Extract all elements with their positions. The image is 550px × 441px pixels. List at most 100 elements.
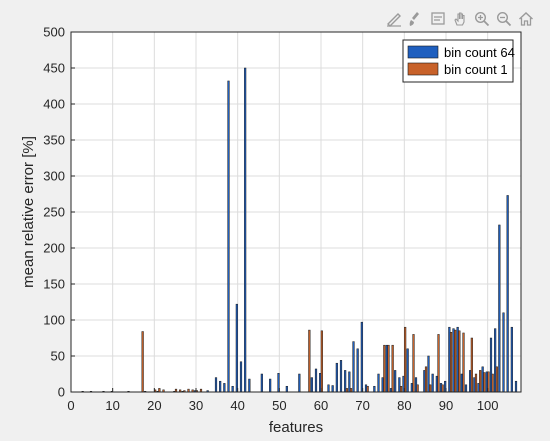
bar-bin-count-64 xyxy=(498,224,501,393)
brush-icon[interactable] xyxy=(406,9,426,29)
bar-bin-count-64 xyxy=(385,344,388,393)
y-tick-label: 500 xyxy=(43,25,65,40)
x-tick-label: 100 xyxy=(477,398,499,413)
bar-bin-count-64 xyxy=(327,384,330,393)
bar-bin-count-1 xyxy=(391,344,394,393)
bar-bin-count-1 xyxy=(449,331,453,393)
y-tick-label: 50 xyxy=(51,349,65,364)
bar-bin-count-64 xyxy=(239,361,243,393)
y-tick-label: 400 xyxy=(43,97,65,112)
legend[interactable]: bin count 64 bin count 1 xyxy=(402,39,515,83)
bar-bin-count-64 xyxy=(348,371,351,393)
bar-bin-count-1 xyxy=(366,385,369,393)
bar-bin-count-1 xyxy=(345,388,348,393)
bar-bin-count-64 xyxy=(435,375,438,393)
bar-bin-count-1 xyxy=(158,388,161,393)
bar-bin-count-64 xyxy=(344,370,347,393)
x-tick-label: 60 xyxy=(314,398,328,413)
bar-bin-count-1 xyxy=(470,337,473,393)
bar-bin-count-64 xyxy=(423,370,426,393)
bar-bin-count-1 xyxy=(495,366,498,393)
bar-bin-count-64 xyxy=(310,377,313,393)
axes-toolbar xyxy=(384,8,536,30)
bar-bin-count-1 xyxy=(141,331,144,393)
x-axis-label: features xyxy=(269,419,323,436)
x-tick-label: 80 xyxy=(397,398,411,413)
x-tick-label: 90 xyxy=(439,398,453,413)
bar-bin-count-64 xyxy=(235,303,238,393)
bar-bin-count-64 xyxy=(219,380,222,393)
bar-bin-count-64 xyxy=(456,326,459,393)
bar-bin-count-1 xyxy=(399,385,403,393)
bar-bin-count-64 xyxy=(298,373,301,393)
x-tick-label: 40 xyxy=(230,398,244,413)
bar-bin-count-1 xyxy=(454,329,457,393)
bar-bin-count-64 xyxy=(469,370,472,393)
legend-entry-label: bin count 1 xyxy=(444,62,508,77)
bar-bin-count-64 xyxy=(510,326,513,393)
bar-bin-count-64 xyxy=(406,348,409,393)
bar-bin-count-64 xyxy=(481,366,484,393)
bar-bin-count-64 xyxy=(494,328,497,393)
bar-bin-count-64 xyxy=(285,385,288,393)
home-icon[interactable] xyxy=(516,9,536,29)
bar-bin-count-1 xyxy=(441,384,444,393)
bar-bin-count-1 xyxy=(412,334,415,393)
bar-bin-count-1 xyxy=(483,372,486,393)
bar-bin-count-1 xyxy=(429,384,432,393)
bar-bin-count-64 xyxy=(381,377,384,393)
bar-bin-count-64 xyxy=(360,321,363,393)
pan-hand-icon[interactable] xyxy=(450,9,470,29)
bar-bin-count-64 xyxy=(260,373,263,393)
bar-bin-count-64 xyxy=(214,377,218,393)
bar-bin-count-64 xyxy=(464,384,468,393)
bar-bin-count-64 xyxy=(377,373,380,393)
bar-bin-count-64 xyxy=(410,383,413,393)
bar-bin-count-64 xyxy=(356,348,359,393)
edit-plot-icon[interactable] xyxy=(384,9,404,29)
bar-bin-count-64 xyxy=(314,368,318,393)
bar-bin-count-64 xyxy=(460,373,463,393)
zoom-out-icon[interactable] xyxy=(494,9,514,29)
bar-bin-count-64 xyxy=(227,80,230,393)
bar-bin-count-64 xyxy=(431,373,434,393)
legend-entry-label: bin count 64 xyxy=(444,45,515,60)
x-tick-label: 70 xyxy=(355,398,369,413)
x-tick-label: 50 xyxy=(272,398,286,413)
y-axis-label: mean relative error [%] xyxy=(20,136,37,288)
y-tick-label: 100 xyxy=(43,313,65,328)
bar-bin-count-64 xyxy=(269,378,272,393)
bar-bin-count-1 xyxy=(320,330,323,393)
bar-bin-count-1 xyxy=(462,332,465,393)
bar-bin-count-64 xyxy=(514,380,518,393)
bar-bin-count-1 xyxy=(437,334,440,393)
bar-bin-count-64 xyxy=(248,378,251,393)
bar-bin-count-64 xyxy=(394,370,397,393)
zoom-in-icon[interactable] xyxy=(472,9,492,29)
data-tips-icon[interactable] xyxy=(428,9,448,29)
y-tick-label: 0 xyxy=(58,385,65,400)
bar-bin-count-64 xyxy=(223,383,226,393)
bar-bin-count-1 xyxy=(424,366,428,393)
legend-swatch xyxy=(407,62,439,76)
legend-swatch xyxy=(407,45,439,59)
y-tick-label: 200 xyxy=(43,241,65,256)
bar-bin-count-64 xyxy=(244,67,247,393)
bar-bin-count-64 xyxy=(373,385,376,393)
bar-bin-count-1 xyxy=(416,384,419,393)
bar-bin-count-64 xyxy=(339,360,343,393)
axis-ticks: 0 10 20 30 40 50 60 70 80 90 100 0 50 100 150 200 250 300… xyxy=(43,25,498,414)
x-tick-label: 10 xyxy=(105,398,119,413)
bar-bin-count-1 xyxy=(308,329,311,393)
bar-bin-count-64 xyxy=(448,326,451,393)
x-tick-label: 20 xyxy=(147,398,161,413)
bars xyxy=(81,67,518,393)
bar-bin-count-1 xyxy=(458,330,461,393)
bar-bin-count-64 xyxy=(331,385,334,393)
y-tick-label: 150 xyxy=(43,277,65,292)
y-tick-label: 450 xyxy=(43,61,65,76)
bar-bin-count-64 xyxy=(335,362,338,393)
bar-bin-count-1 xyxy=(349,388,353,393)
bar-bin-count-1 xyxy=(383,344,386,393)
